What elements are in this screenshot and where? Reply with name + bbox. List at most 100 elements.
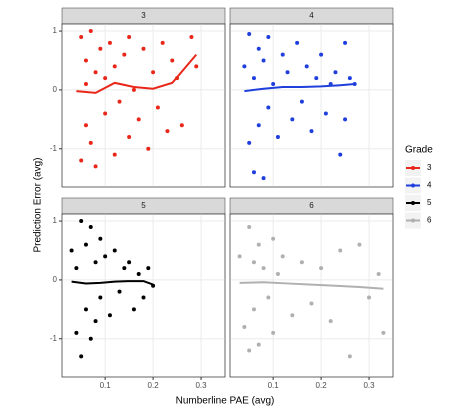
point (256, 342, 261, 347)
point (309, 129, 314, 134)
x-tick-label: 0.1 (100, 381, 112, 390)
point (88, 336, 93, 341)
point (112, 248, 117, 253)
point (247, 32, 252, 37)
point (136, 117, 141, 122)
point (261, 266, 266, 271)
point (333, 70, 338, 75)
point (146, 146, 151, 151)
point (79, 34, 84, 39)
panel-border (229, 213, 394, 378)
point (79, 158, 84, 163)
legend-label: 3 (427, 163, 432, 172)
point (103, 111, 108, 116)
point (251, 76, 256, 81)
x-tick-label: 0.1 (268, 381, 280, 390)
point (343, 40, 348, 45)
point (79, 354, 84, 359)
point (280, 52, 285, 57)
point (160, 40, 165, 45)
point (127, 134, 132, 139)
point (151, 70, 156, 75)
strip-label: 4 (309, 11, 314, 20)
y-tick-label: 1 (53, 216, 58, 225)
point (74, 330, 79, 335)
point (103, 254, 108, 259)
point (338, 152, 343, 157)
point (314, 76, 319, 81)
point (256, 123, 261, 128)
y-tick-label: 0 (53, 275, 58, 284)
legend-label: 4 (427, 181, 432, 190)
point (271, 330, 276, 335)
point (251, 307, 256, 312)
y-axis-label: Prediction Error (avg) (33, 157, 44, 252)
point (103, 76, 108, 81)
point (266, 105, 271, 110)
point (299, 99, 304, 104)
point (107, 313, 112, 318)
strip-label: 5 (141, 201, 146, 210)
point (131, 87, 136, 92)
point (93, 164, 98, 169)
point (280, 254, 285, 259)
point (338, 248, 343, 253)
trend-line (71, 280, 154, 286)
point (237, 254, 242, 259)
point (275, 134, 280, 139)
point (112, 152, 117, 157)
point (271, 82, 276, 87)
point (299, 260, 304, 265)
point (88, 140, 93, 145)
point (69, 248, 74, 253)
point (295, 40, 300, 45)
point (93, 319, 98, 324)
point (194, 64, 199, 69)
y-tick-label: -1 (50, 144, 58, 153)
point (83, 82, 88, 87)
point (83, 58, 88, 63)
point (127, 34, 132, 39)
point (256, 242, 261, 247)
point (117, 289, 122, 294)
point (271, 236, 276, 241)
trend-line (239, 281, 384, 290)
point (381, 330, 386, 335)
legend-dot (411, 166, 415, 170)
legend-label: 5 (427, 198, 432, 207)
point (98, 295, 103, 300)
x-tick-label: 0.2 (316, 381, 328, 390)
panel-border (229, 23, 394, 188)
point (319, 266, 324, 271)
legend-dot (411, 201, 415, 205)
point (328, 319, 333, 324)
point (170, 58, 175, 63)
point (122, 266, 127, 271)
point (98, 236, 103, 241)
trend-line (244, 83, 355, 93)
point (275, 272, 280, 277)
legend-label: 6 (427, 216, 432, 225)
point (88, 29, 93, 34)
point (367, 295, 372, 300)
point (242, 64, 247, 69)
point (347, 354, 352, 359)
point (93, 70, 98, 75)
panel-border (61, 23, 226, 188)
point (247, 348, 252, 353)
point (304, 64, 309, 69)
strip-label: 6 (309, 201, 314, 210)
point (309, 301, 314, 306)
x-axis-label: Numberline PAE (avg) (176, 396, 275, 407)
point (179, 123, 184, 128)
panel (229, 23, 394, 188)
point (261, 58, 266, 63)
strip-label: 3 (141, 11, 146, 20)
point (122, 52, 127, 57)
point (343, 117, 348, 122)
legend-dot (411, 183, 415, 188)
point (141, 295, 146, 300)
point (107, 40, 112, 45)
point (285, 70, 290, 75)
point (319, 52, 324, 57)
